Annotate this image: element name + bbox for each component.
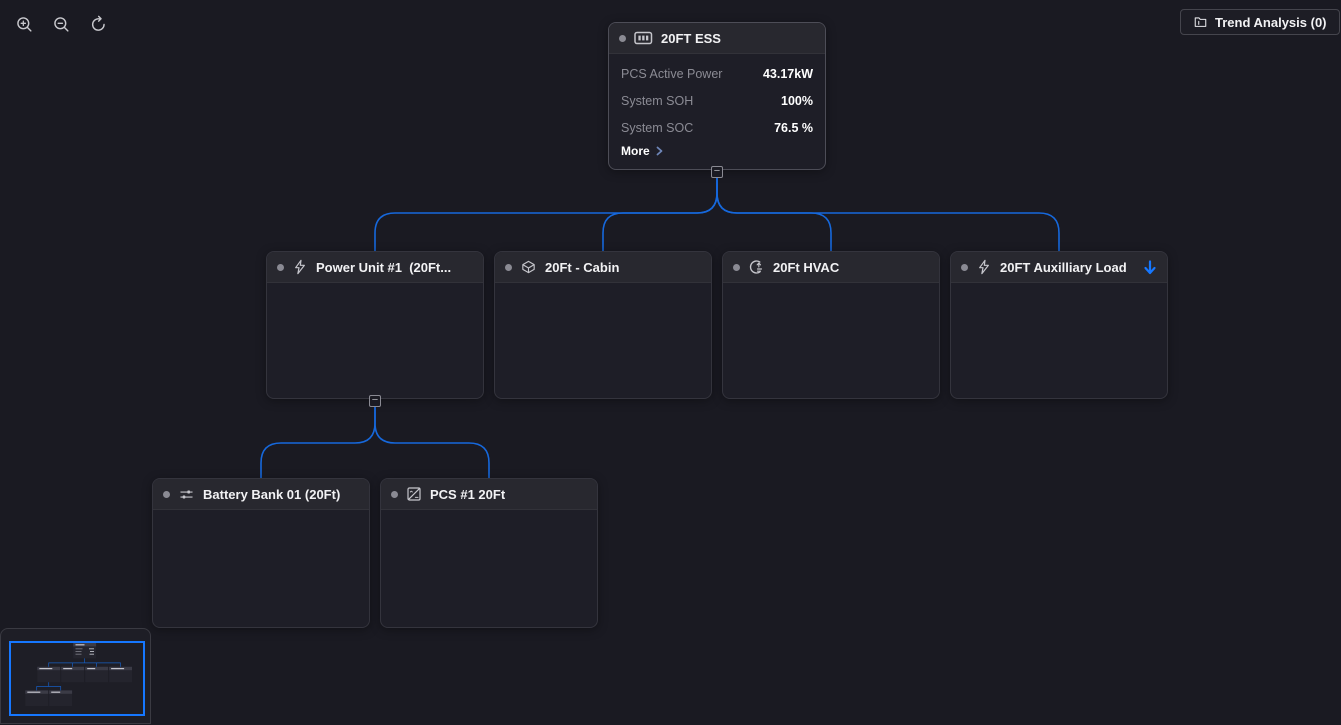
cube-icon — [520, 259, 537, 275]
metric-value: 43.17kW — [762, 66, 813, 81]
collapse-toggle-ess[interactable]: − — [711, 166, 723, 178]
reset-icon[interactable] — [88, 14, 108, 34]
node-header: 20Ft HVAC — [723, 252, 939, 283]
node-header: PCS #1 20Ft — [381, 479, 597, 510]
status-dot — [277, 263, 284, 271]
node-card-power-unit-1[interactable]: Power Unit #1 (20Ft... — [266, 251, 484, 399]
trend-analysis-button[interactable]: Trend Analysis (0) — [1180, 9, 1340, 35]
lightning-icon — [292, 259, 308, 275]
minimap-nodes — [25, 643, 132, 706]
arrow-down-icon — [1143, 259, 1157, 275]
minimap[interactable] — [0, 628, 151, 724]
converter-icon — [406, 486, 422, 502]
status-dot — [505, 263, 512, 271]
node-header: 20FT ESS — [609, 23, 825, 54]
more-label: More — [621, 144, 650, 158]
metric-row: System SOC 76.5 % — [609, 114, 825, 141]
status-dot — [961, 263, 968, 271]
canvas-toolbar — [14, 14, 108, 34]
metric-row: System SOH 100% — [609, 87, 825, 114]
metric-label: PCS Active Power — [621, 66, 723, 81]
node-title: 20Ft HVAC — [773, 259, 840, 275]
chevron-right-icon — [656, 146, 663, 156]
ess-meter-icon — [634, 31, 653, 45]
zoom-out-icon[interactable] — [51, 14, 71, 34]
node-title: 20FT ESS — [661, 30, 721, 46]
node-title: PCS #1 20Ft — [430, 486, 506, 502]
minimap-viewport[interactable] — [9, 641, 145, 716]
status-dot — [619, 34, 626, 42]
node-header: Battery Bank 01 (20Ft) — [153, 479, 369, 510]
collapse-toggle-power-unit[interactable]: − — [369, 395, 381, 407]
zoom-in-icon[interactable] — [14, 14, 34, 34]
lightning-icon — [976, 259, 992, 275]
trend-analysis-label: Trend Analysis (0) — [1215, 14, 1327, 30]
metric-label: System SOH — [621, 93, 694, 108]
metric-row: PCS Active Power 43.17kW — [609, 60, 825, 87]
node-card-auxilliary-load[interactable]: 20FT Auxilliary Load — [950, 251, 1168, 399]
node-card-battery-bank-01[interactable]: Battery Bank 01 (20Ft) — [152, 478, 370, 628]
node-card-cabin[interactable]: 20Ft - Cabin — [494, 251, 712, 399]
metric-value: 100% — [781, 93, 813, 108]
node-title: Power Unit #1 (20Ft... — [316, 259, 452, 275]
node-card-pcs-1[interactable]: PCS #1 20Ft — [380, 478, 598, 628]
status-dot — [163, 490, 170, 498]
status-dot — [733, 263, 740, 271]
node-title: 20FT Auxilliary Load — [1000, 259, 1127, 275]
node-header: 20Ft - Cabin — [495, 252, 711, 283]
more-link[interactable]: More — [609, 141, 825, 158]
node-card-hvac[interactable]: 20Ft HVAC — [722, 251, 940, 399]
node-card-ess[interactable]: 20FT ESS PCS Active Power 43.17kW System… — [608, 22, 826, 170]
node-header: 20FT Auxilliary Load — [951, 252, 1167, 283]
node-header: Power Unit #1 (20Ft... — [267, 252, 483, 283]
metric-value: 76.5 % — [774, 120, 813, 135]
node-title: 20Ft - Cabin — [545, 259, 620, 275]
metric-label: System SOC — [621, 120, 694, 135]
node-title: Battery Bank 01 (20Ft) — [203, 486, 341, 502]
folder-chart-icon — [1194, 17, 1207, 27]
status-dot — [391, 490, 398, 498]
hvac-icon — [748, 259, 765, 275]
equalizer-icon — [178, 487, 195, 502]
